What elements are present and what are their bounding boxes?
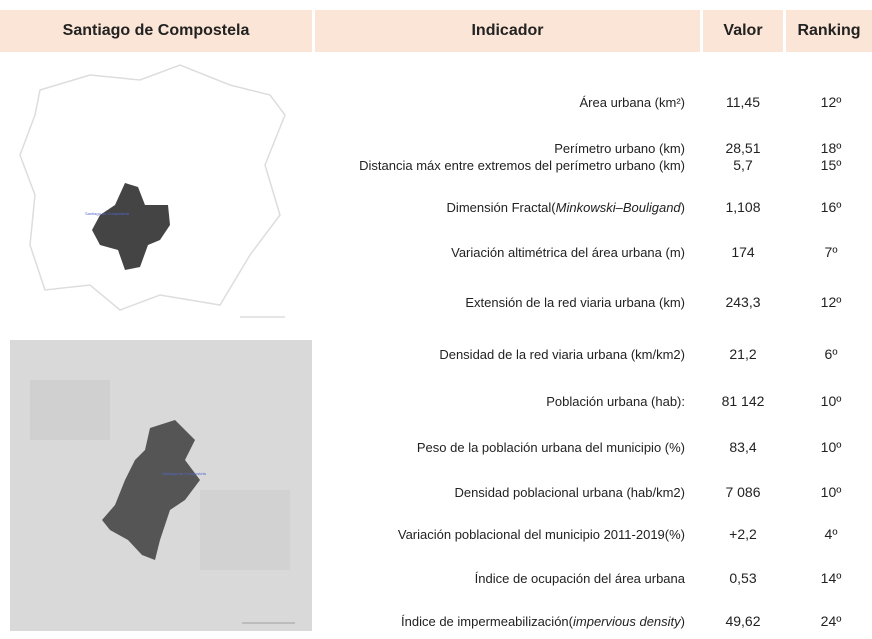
indicator: Índice de ocupación del área urbana	[315, 560, 685, 596]
value: 5,7	[705, 153, 781, 177]
map-label: Santiago de Compostela	[162, 471, 207, 476]
value: 1,108	[705, 195, 781, 219]
indicator-italic: impervious density	[573, 614, 681, 629]
header-place: Santiago de Compostela	[0, 10, 312, 52]
indicator-text: Índice de impermeabilización(	[401, 614, 573, 629]
value: 0,53	[705, 566, 781, 590]
indicator: Densidad poblacional urbana (hab/km2)	[315, 474, 685, 510]
value: 7 086	[705, 480, 781, 504]
ranking: 15º	[790, 153, 872, 177]
ranking: 12º	[790, 290, 872, 314]
indicator: Variación poblacional del municipio 2011…	[315, 516, 685, 552]
indicator-text: )	[681, 200, 685, 215]
indicator-text: Dimensión Fractal(	[447, 200, 556, 215]
satellite-map: Santiago de Compostela	[10, 340, 312, 631]
indicator: Distancia máx entre extremos del perímet…	[315, 147, 685, 183]
indicator: Índice de impermeabilización(impervious …	[315, 603, 685, 639]
indicator: Peso de la población urbana del municipi…	[315, 429, 685, 465]
ranking: 14º	[790, 566, 872, 590]
ranking: 6º	[790, 342, 872, 366]
ranking: 24º	[790, 609, 872, 633]
ranking: 4º	[790, 522, 872, 546]
ranking: 7º	[790, 240, 872, 264]
header-indicator: Indicador	[315, 10, 700, 52]
indicator: Dimensión Fractal(Minkowski–Bouligand)	[315, 189, 685, 225]
value: 174	[705, 240, 781, 264]
value: 49,62	[705, 609, 781, 633]
indicator: Área urbana (km²)	[315, 84, 685, 120]
value: 83,4	[705, 435, 781, 459]
indicator: Variación altimétrica del área urbana (m…	[315, 234, 685, 270]
boundary-map: Santiago de Compostela	[0, 55, 310, 335]
indicator: Densidad de la red viaria urbana (km/km2…	[315, 336, 685, 372]
value: 11,45	[705, 90, 781, 114]
ranking: 10º	[790, 435, 872, 459]
ranking: 16º	[790, 195, 872, 219]
header-value: Valor	[703, 10, 783, 52]
map-label: Santiago de Compostela	[85, 211, 130, 216]
indicator-text: Índice de impermeabilización(impervious …	[401, 614, 685, 629]
page: {"header": {"place": "Santiago de Compos…	[0, 0, 872, 631]
value: +2,2	[705, 522, 781, 546]
indicator: Extensión de la red viaria urbana (km)	[315, 284, 685, 320]
header-ranking: Ranking	[786, 10, 872, 52]
indicator-text: )	[681, 614, 685, 629]
value: 243,3	[705, 290, 781, 314]
indicator-italic: Minkowski–Bouligand	[556, 200, 681, 215]
ranking: 10º	[790, 480, 872, 504]
indicator: Población urbana (hab):	[315, 383, 685, 419]
value: 21,2	[705, 342, 781, 366]
ranking: 12º	[790, 90, 872, 114]
indicator-text: Dimensión Fractal(Minkowski–Bouligand)	[447, 200, 685, 215]
ranking: 10º	[790, 389, 872, 413]
value: 81 142	[705, 389, 781, 413]
